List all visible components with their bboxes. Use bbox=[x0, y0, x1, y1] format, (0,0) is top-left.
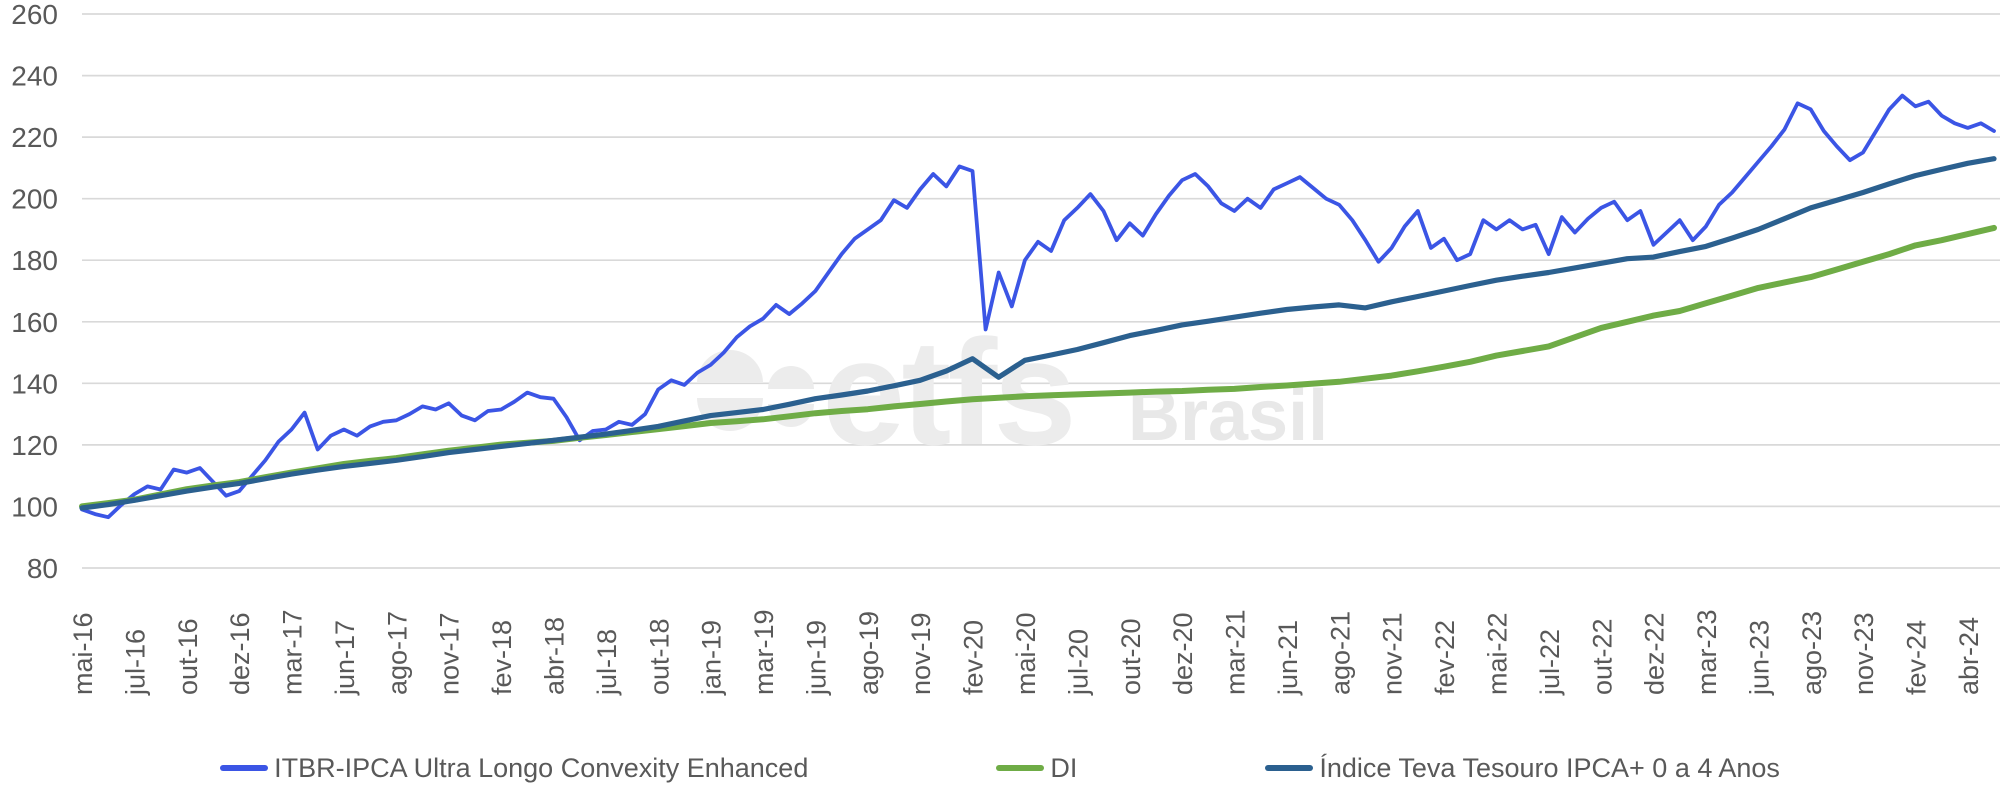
x-tick-label: dez-20 bbox=[1168, 612, 1198, 695]
x-tick-label: out-18 bbox=[644, 618, 674, 695]
x-tick-label: fev-20 bbox=[959, 620, 989, 695]
x-tick-label: jul-20 bbox=[1063, 629, 1093, 696]
legend-label-itbr: ITBR-IPCA Ultra Longo Convexity Enhanced bbox=[274, 752, 809, 783]
x-tick-label: jun-17 bbox=[330, 620, 360, 696]
legend-item-di: DI bbox=[996, 753, 1077, 784]
x-tick-label: out-20 bbox=[1116, 618, 1146, 695]
x-tick-label: jun-21 bbox=[1273, 620, 1303, 696]
y-tick-label: 260 bbox=[11, 0, 58, 30]
x-tick-label: out-16 bbox=[173, 618, 203, 695]
x-tick-label: nov-21 bbox=[1378, 612, 1408, 695]
x-tick-label: mai-16 bbox=[68, 612, 98, 695]
y-tick-label: 160 bbox=[11, 307, 58, 338]
chart-legend: ITBR-IPCA Ultra Longo Convexity Enhanced… bbox=[0, 748, 2000, 788]
legend-label-di: DI bbox=[1050, 752, 1078, 783]
y-tick-label: 220 bbox=[11, 122, 58, 153]
y-tick-label: 100 bbox=[11, 491, 58, 522]
x-tick-label: mai-22 bbox=[1483, 612, 1513, 695]
x-tick-label: ago-19 bbox=[854, 611, 884, 695]
series-line-2 bbox=[79, 156, 1997, 511]
x-tick-label: mar-19 bbox=[749, 609, 779, 695]
x-tick-label: fev-24 bbox=[1902, 620, 1932, 695]
x-tick-label: out-22 bbox=[1587, 618, 1617, 695]
x-tick-label: jan-19 bbox=[697, 620, 727, 696]
x-tick-label: jul-16 bbox=[120, 629, 150, 696]
x-tick-label: abr-18 bbox=[540, 617, 570, 695]
x-tick-label: ago-21 bbox=[1325, 611, 1355, 695]
legend-swatch-di bbox=[996, 765, 1045, 771]
x-tick-label: fev-22 bbox=[1430, 620, 1460, 695]
x-tick-label: nov-23 bbox=[1849, 612, 1879, 695]
y-tick-label: 120 bbox=[11, 430, 58, 461]
x-tick-label: mai-20 bbox=[1011, 612, 1041, 695]
x-tick-label: nov-17 bbox=[435, 612, 465, 695]
y-tick-label: 180 bbox=[11, 245, 58, 276]
y-tick-label: 200 bbox=[11, 184, 58, 215]
x-tick-label: jun-23 bbox=[1744, 620, 1774, 696]
x-tick-label: ago-23 bbox=[1797, 611, 1827, 695]
watermark-logo-icon bbox=[768, 366, 814, 389]
y-tick-label: 140 bbox=[11, 368, 58, 399]
x-tick-label: mar-17 bbox=[278, 609, 308, 695]
x-tick-label: jul-18 bbox=[592, 629, 622, 696]
y-tick-label: 80 bbox=[27, 553, 58, 584]
legend-item-itbr: ITBR-IPCA Ultra Longo Convexity Enhanced bbox=[220, 753, 808, 784]
legend-label-teva: Índice Teva Tesouro IPCA+ 0 a 4 Anos bbox=[1319, 752, 1780, 783]
y-tick-label: 240 bbox=[11, 61, 58, 92]
x-tick-label: abr-24 bbox=[1954, 617, 1984, 695]
x-tick-label: nov-19 bbox=[906, 612, 936, 695]
x-tick-label: fev-18 bbox=[487, 620, 517, 695]
x-tick-label: jul-22 bbox=[1535, 629, 1565, 696]
x-tick-label: dez-22 bbox=[1640, 612, 1670, 695]
x-tick-label: jun-19 bbox=[801, 620, 831, 696]
x-tick-label: dez-16 bbox=[225, 612, 255, 695]
x-tick-label: mar-23 bbox=[1692, 609, 1722, 695]
watermark: etfs Brasil bbox=[697, 308, 1328, 476]
legend-item-teva: Índice Teva Tesouro IPCA+ 0 a 4 Anos bbox=[1265, 753, 1780, 784]
x-tick-label: mar-21 bbox=[1221, 609, 1251, 695]
watermark-logo-icon bbox=[697, 350, 763, 383]
x-tick-label: ago-17 bbox=[382, 611, 412, 695]
legend-swatch-teva bbox=[1265, 765, 1314, 771]
series-line-0 bbox=[80, 93, 1996, 520]
legend-swatch-itbr bbox=[220, 765, 269, 771]
